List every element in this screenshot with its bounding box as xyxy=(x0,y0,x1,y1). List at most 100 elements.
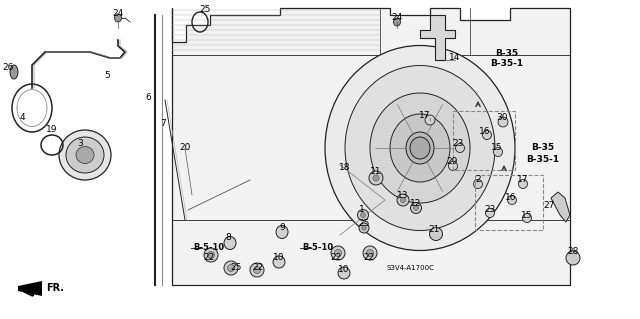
Ellipse shape xyxy=(483,130,492,139)
Ellipse shape xyxy=(227,264,234,271)
Ellipse shape xyxy=(253,266,260,273)
Ellipse shape xyxy=(224,236,236,249)
Text: 15: 15 xyxy=(492,144,503,152)
Text: 25: 25 xyxy=(230,263,242,272)
Ellipse shape xyxy=(429,227,442,241)
Ellipse shape xyxy=(474,180,483,189)
Text: 24: 24 xyxy=(392,13,403,23)
Text: 10: 10 xyxy=(339,265,349,275)
Ellipse shape xyxy=(425,115,435,125)
Ellipse shape xyxy=(338,267,350,279)
Ellipse shape xyxy=(367,249,374,256)
Text: 22: 22 xyxy=(330,254,342,263)
Ellipse shape xyxy=(250,263,264,277)
Polygon shape xyxy=(18,281,42,296)
Ellipse shape xyxy=(360,212,365,218)
Ellipse shape xyxy=(522,213,531,222)
Ellipse shape xyxy=(493,147,502,157)
Text: 16: 16 xyxy=(505,194,516,203)
Text: 24: 24 xyxy=(113,10,124,19)
Ellipse shape xyxy=(566,251,580,265)
Text: 23: 23 xyxy=(484,205,496,214)
Ellipse shape xyxy=(345,65,495,231)
Ellipse shape xyxy=(456,144,465,152)
Text: 14: 14 xyxy=(449,53,461,62)
Text: 16: 16 xyxy=(479,127,491,136)
Bar xyxy=(453,111,515,170)
Text: 29: 29 xyxy=(446,158,458,167)
Ellipse shape xyxy=(410,137,430,159)
Ellipse shape xyxy=(449,161,458,170)
Text: 22: 22 xyxy=(364,254,374,263)
Text: 23: 23 xyxy=(452,139,464,149)
Ellipse shape xyxy=(59,130,111,180)
Ellipse shape xyxy=(115,14,122,22)
Ellipse shape xyxy=(335,249,342,256)
Text: 25: 25 xyxy=(199,5,211,14)
Text: 27: 27 xyxy=(543,202,555,211)
Ellipse shape xyxy=(410,203,422,213)
Ellipse shape xyxy=(331,246,345,260)
Text: 20: 20 xyxy=(179,144,191,152)
Ellipse shape xyxy=(276,226,288,239)
Ellipse shape xyxy=(394,18,401,26)
Ellipse shape xyxy=(498,117,508,127)
Polygon shape xyxy=(420,15,455,60)
Text: 5: 5 xyxy=(104,70,110,79)
Text: 11: 11 xyxy=(371,167,381,176)
Text: B-5-10: B-5-10 xyxy=(193,243,225,253)
Text: B-5-10: B-5-10 xyxy=(303,243,333,253)
Text: 3: 3 xyxy=(77,138,83,147)
Text: 12: 12 xyxy=(410,199,422,209)
Ellipse shape xyxy=(363,246,377,260)
Text: 8: 8 xyxy=(225,234,231,242)
Ellipse shape xyxy=(413,205,419,211)
Ellipse shape xyxy=(397,194,409,206)
Ellipse shape xyxy=(273,256,285,268)
Ellipse shape xyxy=(10,65,18,79)
Text: 21: 21 xyxy=(428,225,440,234)
Text: 22: 22 xyxy=(252,263,264,272)
Ellipse shape xyxy=(362,226,366,230)
Ellipse shape xyxy=(224,261,238,275)
Ellipse shape xyxy=(369,171,383,185)
Text: 7: 7 xyxy=(160,118,166,128)
Ellipse shape xyxy=(508,196,516,204)
Text: 26: 26 xyxy=(3,63,13,72)
Ellipse shape xyxy=(373,175,379,181)
Text: 18: 18 xyxy=(339,164,351,173)
Text: S3V4-A1700C: S3V4-A1700C xyxy=(386,265,434,271)
Ellipse shape xyxy=(76,146,94,164)
Ellipse shape xyxy=(390,114,450,182)
Text: FR.: FR. xyxy=(46,283,64,293)
Text: B-35: B-35 xyxy=(531,144,555,152)
Text: 25: 25 xyxy=(358,219,370,228)
Ellipse shape xyxy=(204,248,218,262)
Ellipse shape xyxy=(325,46,515,250)
Polygon shape xyxy=(551,192,570,222)
Ellipse shape xyxy=(207,251,214,258)
Polygon shape xyxy=(172,8,570,285)
Text: 10: 10 xyxy=(273,254,285,263)
Text: 28: 28 xyxy=(567,248,579,256)
Ellipse shape xyxy=(518,180,527,189)
Text: 1: 1 xyxy=(359,205,365,214)
Text: 19: 19 xyxy=(46,125,58,135)
Ellipse shape xyxy=(370,93,470,203)
Bar xyxy=(475,175,543,230)
Text: 6: 6 xyxy=(145,93,151,101)
Ellipse shape xyxy=(400,197,406,203)
Ellipse shape xyxy=(359,223,369,233)
Text: 13: 13 xyxy=(397,191,409,201)
Text: 30: 30 xyxy=(496,113,508,122)
Ellipse shape xyxy=(406,132,434,164)
Text: 4: 4 xyxy=(19,114,25,122)
Text: B-35-1: B-35-1 xyxy=(490,60,524,69)
Text: B-35: B-35 xyxy=(495,48,518,57)
Text: 17: 17 xyxy=(517,175,529,184)
Ellipse shape xyxy=(66,137,104,173)
Text: 2: 2 xyxy=(475,175,481,184)
Text: 22: 22 xyxy=(204,254,214,263)
Text: 9: 9 xyxy=(279,224,285,233)
Text: 15: 15 xyxy=(521,211,532,219)
